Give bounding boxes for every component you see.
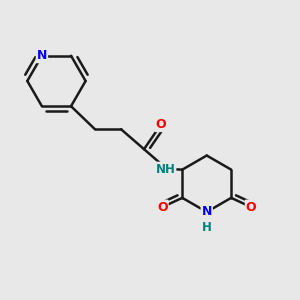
Text: N: N bbox=[37, 49, 47, 62]
Text: NH: NH bbox=[156, 163, 176, 176]
Text: O: O bbox=[156, 118, 166, 131]
Text: O: O bbox=[246, 200, 256, 214]
Text: H: H bbox=[202, 221, 212, 234]
Text: N: N bbox=[202, 206, 212, 218]
Text: O: O bbox=[157, 200, 168, 214]
